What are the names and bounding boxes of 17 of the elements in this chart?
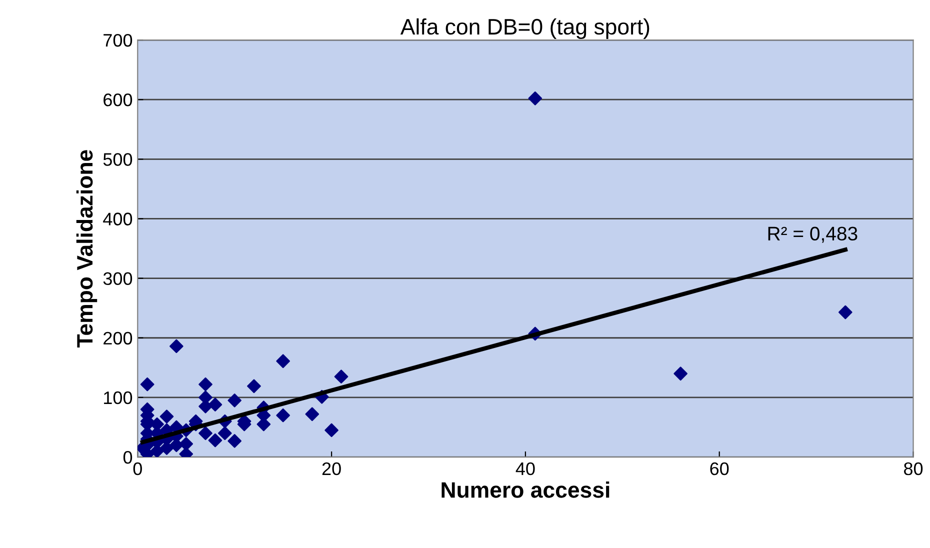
- x-tick-label: 20: [322, 462, 341, 476]
- x-axis-title: Numero accessi: [442, 482, 610, 498]
- y-tick-label: 500: [103, 153, 132, 166]
- y-tick-label: 100: [104, 391, 132, 404]
- x-tick-label: 80: [904, 462, 923, 476]
- y-tick-label: 400: [103, 212, 132, 226]
- chart-title: Alfa con DB=0 (tag sport): [400, 18, 650, 40]
- y-tick-label: 0: [123, 450, 132, 464]
- x-tick-label: 60: [710, 462, 729, 476]
- x-tick-label: 0: [133, 462, 142, 476]
- annotation: R² = 0,483: [768, 226, 858, 243]
- y-tick-label: 700: [104, 34, 132, 47]
- y-tick-label: 600: [104, 94, 132, 106]
- y-axis-title: Tempo Validazione: [76, 150, 98, 348]
- y-tick-label: 300: [103, 272, 132, 286]
- y-tick-label: 200: [104, 332, 132, 345]
- x-tick-label: 40: [516, 462, 535, 476]
